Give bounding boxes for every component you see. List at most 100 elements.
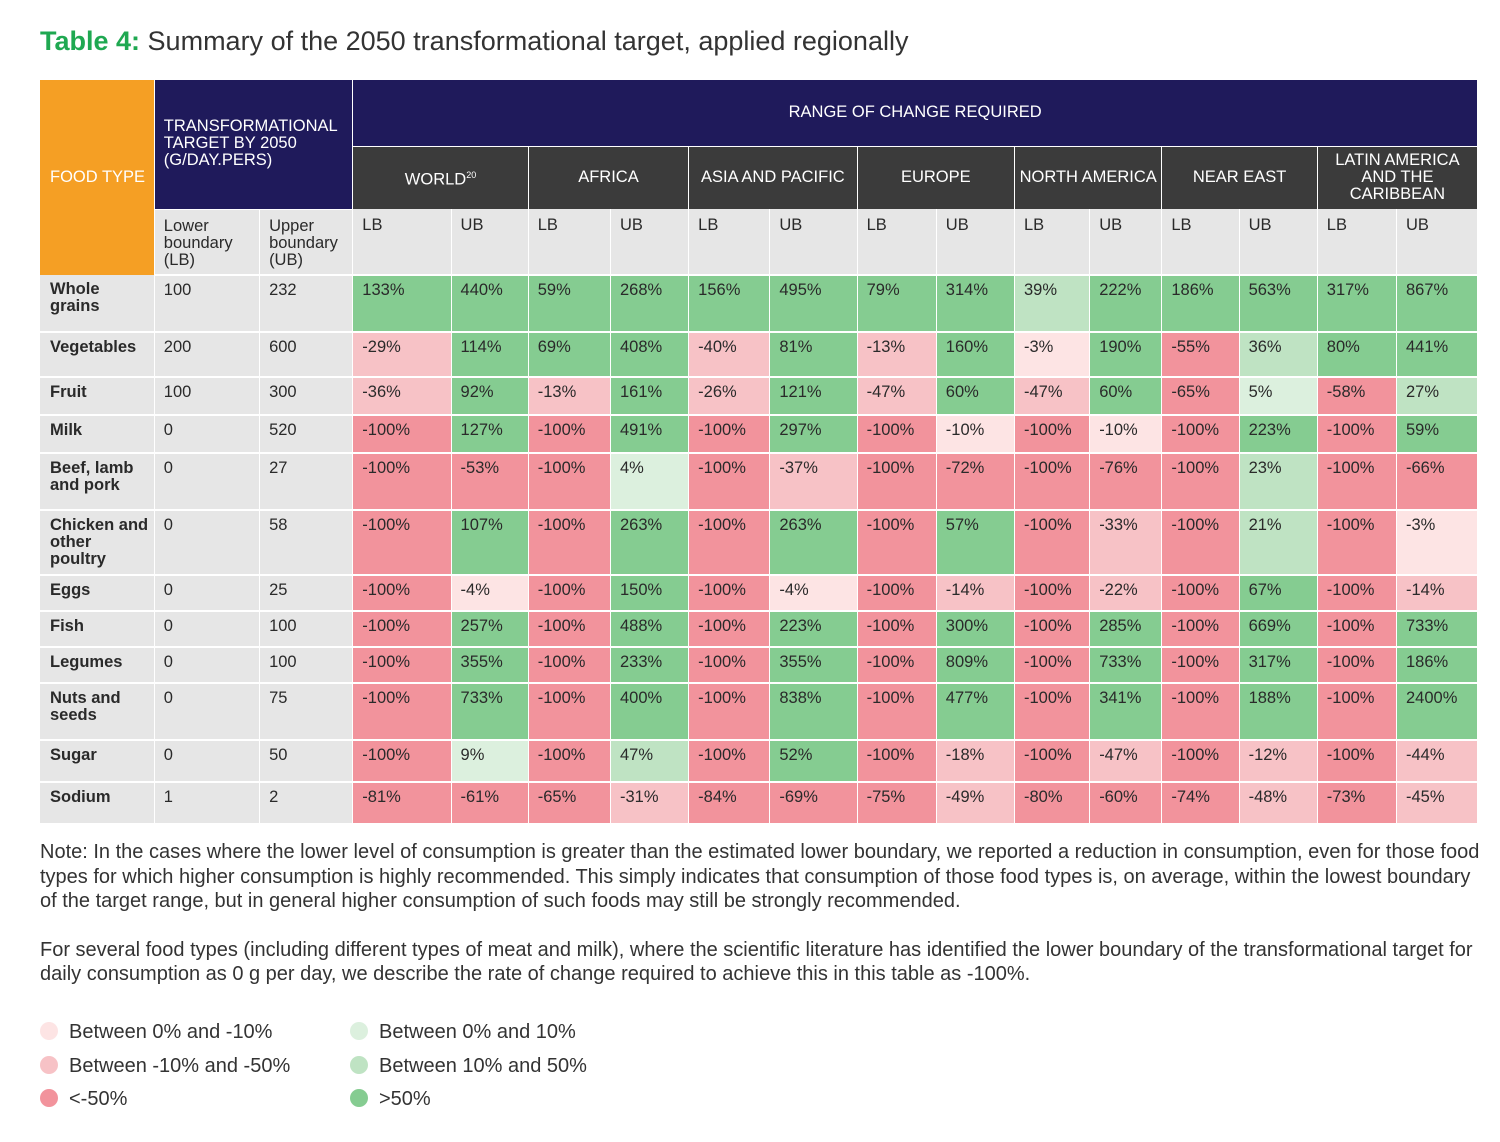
lb-change-cell: -100%: [1161, 453, 1240, 511]
ub-change-cell: 190%: [1089, 332, 1162, 378]
legend-label: Between -10% and -50%: [69, 1055, 291, 1077]
lower-boundary-cell: 0: [153, 683, 260, 741]
legend-item-4: Between 10% and 50%: [350, 1054, 587, 1078]
ub-change-cell: 107%: [450, 510, 529, 576]
legend-item-0: Between 0% and -10%: [40, 1020, 272, 1044]
ub-change-cell: 440%: [450, 275, 529, 333]
lb-change-cell: -100%: [856, 453, 937, 511]
food-type-cell: Whole grains: [40, 275, 155, 333]
ub-change-cell: 491%: [609, 415, 689, 454]
lb-change-cell: -55%: [1161, 332, 1240, 378]
lb-change-cell: -100%: [1013, 740, 1090, 783]
ub-change-cell: 297%: [769, 415, 858, 454]
lb-change-cell: -75%: [856, 782, 937, 825]
region-name: AFRICA: [578, 168, 639, 187]
lb-change-cell: -3%: [1013, 332, 1090, 378]
ub-change-cell: 67%: [1238, 575, 1318, 612]
table-row: Nuts and seeds 0 75 -100% 733% -100% 400% -100%…: [40, 683, 1477, 741]
lower-boundary-cell: 100: [153, 377, 260, 416]
ub-change-cell: 9%: [450, 740, 529, 783]
ub-change-cell: 257%: [450, 611, 529, 648]
ub-header: UB: [769, 209, 858, 276]
legend-swatch-icon: [350, 1055, 368, 1074]
ub-change-cell: 733%: [1395, 611, 1477, 648]
ub-change-cell: -22%: [1089, 575, 1162, 612]
lb-change-cell: -100%: [352, 683, 452, 741]
lower-boundary-cell: 0: [153, 575, 260, 612]
food-type-cell: Milk: [40, 415, 155, 454]
table-title-label: Table 4:: [40, 26, 141, 56]
table-row: Whole grains 100 232 133% 440% 59% 268% 156% 495…: [40, 275, 1477, 333]
food-type-cell: Beef, lamb and pork: [40, 453, 155, 511]
footnote-marker: 20: [466, 170, 477, 180]
ub-change-cell: -76%: [1089, 453, 1162, 511]
lower-boundary-cell: 1: [153, 782, 260, 825]
lb-change-cell: -40%: [688, 332, 770, 378]
lb-change-cell: -100%: [1161, 510, 1240, 576]
note-paragraph-2: For several food types (including differ…: [40, 938, 1473, 986]
legend-item-5: >50%: [350, 1087, 431, 1111]
ub-change-cell: 300%: [935, 611, 1015, 648]
ub-change-cell: -66%: [1395, 453, 1477, 511]
region-name: NORTH AMERICA: [1019, 168, 1157, 187]
lb-change-cell: -100%: [1013, 647, 1090, 684]
lb-change-cell: -100%: [1013, 453, 1090, 511]
ub-change-cell: 52%: [769, 740, 858, 783]
ub-change-cell: 263%: [609, 510, 689, 576]
ub-header: UB: [1238, 209, 1318, 276]
lb-change-cell: -73%: [1316, 782, 1397, 825]
legend-swatch-icon: [350, 1088, 368, 1107]
lb-change-cell: -100%: [527, 453, 611, 511]
ub-change-cell: 150%: [609, 575, 689, 612]
lb-change-cell: 79%: [856, 275, 937, 333]
legend-swatch-icon: [40, 1055, 58, 1074]
ub-change-cell: -31%: [609, 782, 689, 825]
food-type-cell: Sodium: [40, 782, 155, 825]
ub-change-cell: 263%: [769, 510, 858, 576]
lower-boundary-cell: 100: [153, 275, 260, 333]
upper-boundary-header: Upper boundary (UB): [259, 209, 353, 276]
ub-change-cell: -48%: [1238, 782, 1318, 825]
upper-boundary-cell: 520: [259, 415, 353, 454]
table-row: Vegetables 200 600 -29% 114% 69% 408% -40% 81% -1…: [40, 332, 1477, 378]
upper-boundary-cell: 2: [259, 782, 353, 825]
ub-change-cell: -49%: [935, 782, 1015, 825]
ub-change-cell: 81%: [769, 332, 858, 378]
legend-swatch-icon: [40, 1021, 58, 1040]
ub-change-cell: 563%: [1238, 275, 1318, 333]
lb-header: LB: [688, 209, 770, 276]
lb-change-cell: -100%: [856, 575, 937, 612]
lower-boundary-cell: 0: [153, 453, 260, 511]
lb-change-cell: -100%: [856, 611, 937, 648]
table-row: Legumes 0 100 -100% 355% -100% 233% -100% 355% -1…: [40, 647, 1477, 684]
lb-change-cell: -65%: [527, 782, 611, 825]
ub-change-cell: -61%: [450, 782, 529, 825]
region-name: NEAR EAST: [1192, 168, 1287, 187]
ub-change-cell: 161%: [609, 377, 689, 416]
lb-change-cell: -100%: [1013, 510, 1090, 576]
ub-change-cell: 314%: [935, 275, 1015, 333]
lb-change-cell: -100%: [1161, 415, 1240, 454]
ub-change-cell: -3%: [1395, 510, 1477, 576]
lower-boundary-cell: 0: [153, 415, 260, 454]
table-row: Milk 0 520 -100% 127% -100% 491% -100% 297% -100%…: [40, 415, 1477, 454]
ub-change-cell: 733%: [1089, 647, 1162, 684]
region-header: AFRICA: [527, 145, 689, 209]
ub-change-cell: 27%: [1395, 377, 1477, 416]
ub-change-cell: 60%: [935, 377, 1015, 416]
lb-change-cell: -100%: [1161, 647, 1240, 684]
lb-change-cell: -13%: [527, 377, 611, 416]
ub-change-cell: 127%: [450, 415, 529, 454]
ub-change-cell: 838%: [769, 683, 858, 741]
ub-change-cell: -14%: [1395, 575, 1477, 612]
region-name: WORLD: [404, 170, 467, 189]
ub-change-cell: 488%: [609, 611, 689, 648]
ub-change-cell: 809%: [935, 647, 1015, 684]
lb-change-cell: -74%: [1161, 782, 1240, 825]
region-name: ASIA AND PACIFIC: [701, 168, 845, 187]
lb-change-cell: -80%: [1013, 782, 1090, 825]
lb-change-cell: -100%: [352, 453, 452, 511]
region-header: EUROPE: [856, 145, 1015, 209]
legend-label: <-50%: [69, 1088, 128, 1110]
lb-change-cell: -100%: [856, 740, 937, 783]
